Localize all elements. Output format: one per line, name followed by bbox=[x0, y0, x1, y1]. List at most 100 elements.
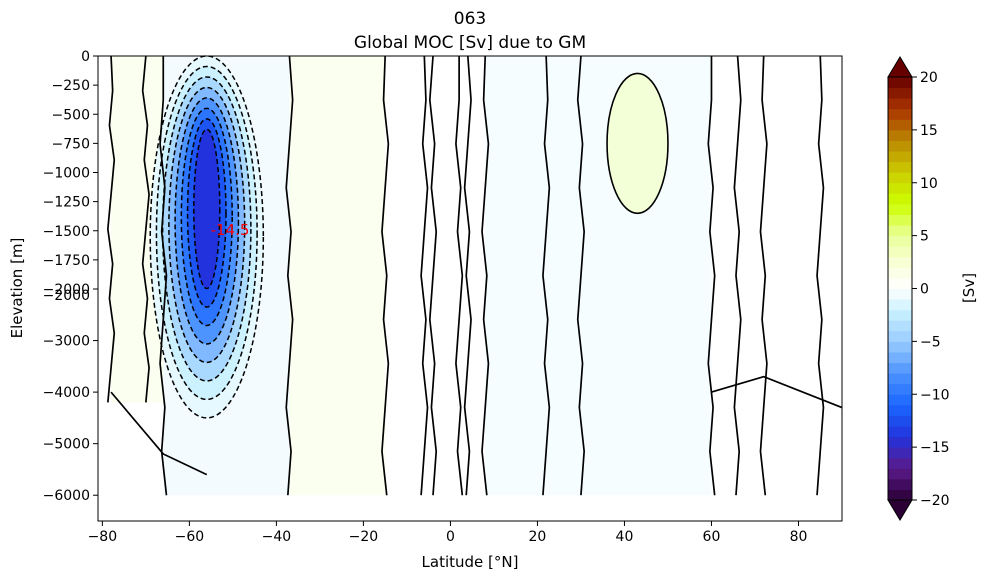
negative-contour-line bbox=[180, 107, 233, 327]
zero-contour-line bbox=[733, 55, 742, 496]
x-axis-label: Latitude [°N] bbox=[422, 553, 519, 571]
colorbar-label: [Sv] bbox=[960, 273, 978, 303]
x-tick-label: −40 bbox=[262, 529, 292, 545]
colorbar-band bbox=[888, 214, 912, 226]
y-tick-label: 0 bbox=[81, 49, 90, 65]
colorbar-band bbox=[888, 415, 912, 427]
x-tick-label: −80 bbox=[88, 529, 118, 545]
negative-contour-line bbox=[186, 118, 227, 308]
weak-positive-region bbox=[289, 56, 386, 496]
zero-contour-line bbox=[455, 56, 464, 496]
negative-contour-line bbox=[168, 86, 246, 364]
colorbar-band bbox=[888, 277, 912, 289]
colorbar: −20 −15 −10 −5 0 5 10 15 20 bbox=[887, 56, 950, 521]
zero-contour-line bbox=[707, 56, 716, 496]
y-tick-label: −3000 bbox=[43, 334, 90, 350]
colorbar-extend-min bbox=[887, 499, 913, 521]
colorbar-band bbox=[888, 383, 912, 395]
x-axis: −80 −60 −40 −20 0 20 40 60 80 bbox=[88, 521, 808, 545]
x-tick-label: 80 bbox=[790, 529, 808, 545]
zero-contour-line bbox=[110, 391, 208, 476]
colorbar-band bbox=[888, 330, 912, 342]
negative-contour-line bbox=[155, 65, 258, 401]
colorbar-band bbox=[888, 489, 912, 501]
colorbar-band bbox=[888, 203, 912, 215]
y-tick-label: −1000 bbox=[43, 166, 90, 182]
y-tick-label: −1750 bbox=[43, 253, 90, 269]
chart-title: 063 bbox=[454, 9, 486, 29]
colorbar-band bbox=[888, 394, 912, 406]
colorbar-band bbox=[888, 87, 912, 99]
colorbar-band bbox=[888, 468, 912, 480]
x-tick-label: −60 bbox=[175, 529, 205, 545]
colorbar-band bbox=[888, 256, 912, 268]
colorbar-band bbox=[888, 161, 912, 173]
colorbar-band bbox=[888, 140, 912, 152]
colorbar-band bbox=[888, 288, 912, 300]
colorbar-band bbox=[888, 478, 912, 490]
colorbar-tick-label: −20 bbox=[920, 493, 950, 509]
zero-contour-line bbox=[428, 55, 438, 496]
colorbar-band bbox=[888, 309, 912, 321]
colorbar-tick-label: 15 bbox=[920, 123, 938, 139]
zero-contour-line bbox=[481, 55, 490, 496]
colorbar-tick-label: −15 bbox=[920, 440, 950, 456]
y-tick-label: −6000 bbox=[43, 488, 90, 504]
x-tick-label: 0 bbox=[446, 529, 455, 545]
colorbar-band bbox=[888, 77, 912, 89]
y-axis: 0 −250 −500 −750 −1000 −1250 −1500 −1750 −2000 −3… bbox=[43, 49, 98, 504]
colorbar-extend-max bbox=[887, 56, 913, 78]
colorbar-band bbox=[888, 267, 912, 279]
colorbar-band bbox=[888, 225, 912, 237]
negative-contour-line bbox=[193, 128, 221, 290]
y-axis-label: Elevation [m] bbox=[8, 238, 26, 339]
y-tick-label: −2000 bbox=[43, 288, 90, 304]
y-tick-label: −4000 bbox=[43, 385, 90, 401]
colorbar-tick-label: −10 bbox=[920, 387, 950, 403]
min-value-annotation: -14.5 bbox=[211, 221, 250, 239]
weak-negative-region-north bbox=[485, 56, 712, 496]
colorbar-band bbox=[888, 193, 912, 205]
zero-contour-line bbox=[576, 55, 586, 496]
zero-contour-line bbox=[106, 55, 116, 403]
y-tick-label: −500 bbox=[52, 107, 90, 123]
y-tick-label: −2000 bbox=[43, 282, 90, 298]
colorbar-band bbox=[888, 172, 912, 184]
y-tick-label: −250 bbox=[52, 78, 90, 94]
x-tick-label: 20 bbox=[529, 529, 547, 545]
colorbar-band bbox=[888, 436, 912, 448]
y-tick-label: −1500 bbox=[43, 224, 90, 240]
cell-level-fill bbox=[193, 129, 220, 289]
colorbar-tick-label: 20 bbox=[920, 70, 938, 86]
colorbar-band bbox=[888, 151, 912, 163]
contour-lines bbox=[106, 55, 843, 496]
colorbar-band bbox=[888, 341, 912, 353]
colorbar-band bbox=[888, 362, 912, 374]
y-tick-label: −5000 bbox=[43, 437, 90, 453]
colorbar-band bbox=[888, 320, 912, 332]
zero-contour-line bbox=[816, 55, 825, 496]
positive-patch bbox=[606, 72, 669, 215]
zero-contour-line bbox=[381, 55, 390, 496]
x-tick-label: −20 bbox=[349, 529, 379, 545]
zero-contour-line bbox=[420, 55, 429, 496]
colorbar-band bbox=[888, 182, 912, 194]
zero-contour-line bbox=[285, 55, 294, 496]
zero-contour-line bbox=[159, 56, 168, 496]
colorbar-band bbox=[888, 373, 912, 385]
chart-subtitle: Global MOC [Sv] due to GM bbox=[354, 33, 586, 53]
x-tick-label: 40 bbox=[616, 529, 634, 545]
colorbar-band bbox=[888, 129, 912, 141]
y-tick-label: −750 bbox=[52, 136, 90, 152]
y-tick-label: −1250 bbox=[43, 195, 90, 211]
x-tick-label: 60 bbox=[703, 529, 721, 545]
zero-contour-line bbox=[542, 55, 551, 496]
colorbar-band bbox=[888, 235, 912, 247]
colorbar-band bbox=[888, 425, 912, 438]
colorbar-tick-label: 0 bbox=[920, 282, 929, 298]
colorbar-band bbox=[888, 457, 912, 469]
colorbar-tick-label: 5 bbox=[920, 229, 929, 245]
negative-contour-line bbox=[174, 97, 240, 345]
colorbar-band bbox=[888, 299, 912, 311]
colorbar-band bbox=[888, 447, 912, 459]
